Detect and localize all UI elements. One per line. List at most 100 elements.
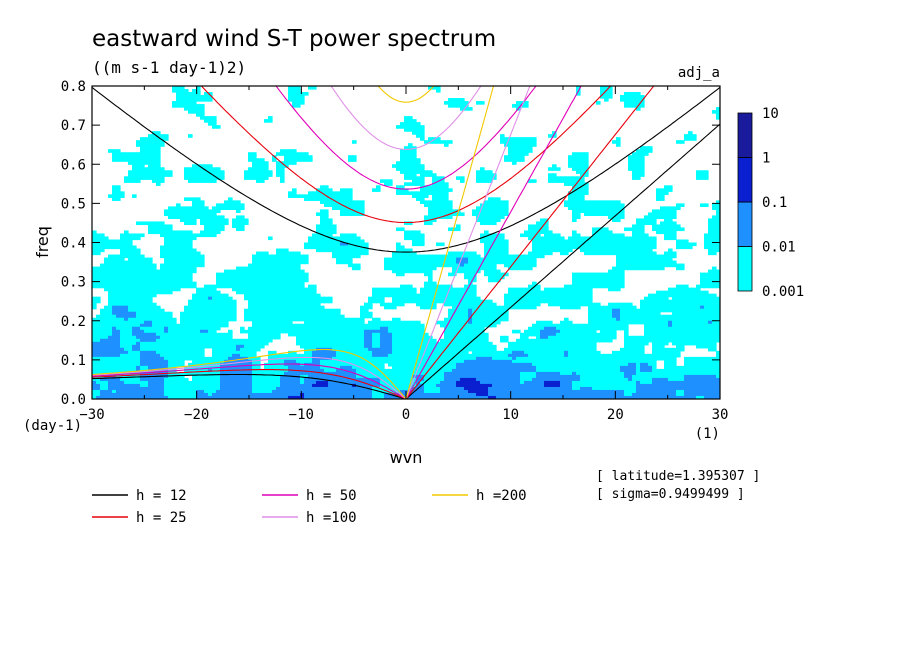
spectrum-cell: [184, 173, 189, 177]
spectrum-cell: [164, 233, 169, 238]
spectrum-cell: [268, 326, 273, 331]
spectrum-cell: [264, 299, 269, 304]
spectrum-cell: [216, 311, 221, 316]
spectrum-cell: [172, 215, 177, 220]
spectrum-cell: [436, 209, 441, 213]
spectrum-cell: [500, 305, 505, 310]
spectrum-cell: [252, 329, 257, 334]
spectrum-cell: [660, 212, 665, 217]
spectrum-cell: [624, 236, 629, 241]
spectrum-cell: [132, 317, 137, 322]
spectrum-cell: [96, 326, 101, 331]
spectrum-cell: [156, 278, 161, 283]
spectrum-cell: [404, 176, 409, 180]
spectrum-cell: [480, 332, 485, 337]
spectrum-cell: [288, 158, 293, 162]
spectrum-cell: [192, 326, 197, 331]
spectrum-cell: [336, 251, 341, 256]
spectrum-cell: [464, 326, 469, 331]
spectrum-cell: [272, 305, 277, 310]
spectrum-cell: [284, 320, 289, 325]
spectrum-cell: [312, 326, 317, 331]
spectrum-cell: [160, 275, 165, 280]
spectrum-cell: [440, 191, 445, 195]
spectrum-cell: [568, 296, 573, 301]
spectrum-cell: [648, 326, 653, 331]
spectrum-cell: [180, 320, 185, 325]
spectrum-cell: [672, 227, 677, 232]
spectrum-cell: [108, 242, 113, 247]
spectrum-cell: [132, 251, 137, 256]
spectrum-cell: [712, 335, 717, 340]
spectrum-cell: [660, 206, 665, 210]
spectrum-cell: [640, 230, 645, 235]
spectrum-cell: [292, 263, 297, 268]
spectrum-cell: [216, 296, 221, 301]
spectrum-cell: [412, 296, 417, 301]
spectrum-cell: [536, 323, 541, 328]
spectrum-cell: [272, 260, 277, 265]
spectrum-cell: [448, 308, 453, 313]
spectrum-cell: [120, 299, 125, 304]
spectrum-cell: [328, 242, 333, 247]
spectrum-cell: [500, 251, 505, 256]
spectrum-cell: [288, 329, 293, 334]
spectrum-cell: [196, 179, 201, 183]
spectrum-cell: [168, 332, 173, 337]
spectrum-cell: [352, 239, 357, 244]
spectrum-cell: [612, 326, 617, 331]
spectrum-cell: [460, 323, 465, 328]
spectrum-cell: [584, 167, 589, 171]
spectrum-cell: [308, 323, 313, 328]
spectrum-cell: [332, 200, 337, 204]
spectrum-cell: [140, 269, 145, 274]
spectrum-cell: [112, 257, 117, 262]
spectrum-cell: [136, 260, 141, 265]
spectrum-cell: [420, 200, 425, 204]
spectrum-cell: [368, 302, 373, 307]
spectrum-cell: [128, 251, 133, 256]
spectrum-cell: [416, 233, 421, 238]
spectrum-cell: [232, 203, 237, 207]
spectrum-cell: [684, 311, 689, 316]
spectrum-cell: [708, 227, 713, 232]
spectrum-cell: [604, 245, 609, 250]
spectrum-cell: [260, 290, 265, 295]
spectrum-cell: [204, 284, 209, 289]
spectrum-cell: [276, 293, 281, 298]
spectrum-cell: [160, 224, 165, 229]
spectrum-cell: [584, 188, 589, 192]
spectrum-cell: [536, 293, 541, 298]
spectrum-cell: [200, 167, 205, 171]
spectrum-cell: [184, 95, 189, 99]
spectrum-cell: [628, 263, 633, 268]
spectrum-cell: [176, 248, 181, 253]
spectrum-cell: [176, 242, 181, 247]
spectrum-cell: [408, 266, 413, 271]
spectrum-cell: [576, 296, 581, 301]
spectrum-cell: [620, 215, 625, 220]
spectrum-cell: [672, 236, 677, 241]
spectrum-cell: [304, 254, 309, 259]
spectrum-cell: [424, 188, 429, 192]
spectrum-cell: [700, 176, 705, 180]
spectrum-cell: [500, 203, 505, 207]
spectrum-cell: [596, 248, 601, 253]
spectrum-cell: [576, 215, 581, 220]
spectrum-cell: [180, 275, 185, 280]
spectrum-cell: [492, 272, 497, 277]
spectrum-cell: [420, 242, 425, 247]
spectrum-cell: [584, 191, 589, 195]
spectrum-cell: [120, 278, 125, 283]
spectrum-cell: [712, 245, 717, 250]
spectrum-cell: [476, 320, 481, 325]
spectrum-cell: [452, 266, 457, 271]
spectrum-cell: [436, 197, 441, 201]
spectrum-cell: [136, 314, 141, 319]
spectrum-cell: [480, 326, 485, 331]
spectrum-cell: [468, 302, 473, 307]
spectrum-cell: [128, 233, 133, 238]
spectrum-cell: [260, 170, 265, 174]
spectrum-cell: [712, 206, 717, 210]
spectrum-cell: [364, 311, 369, 316]
